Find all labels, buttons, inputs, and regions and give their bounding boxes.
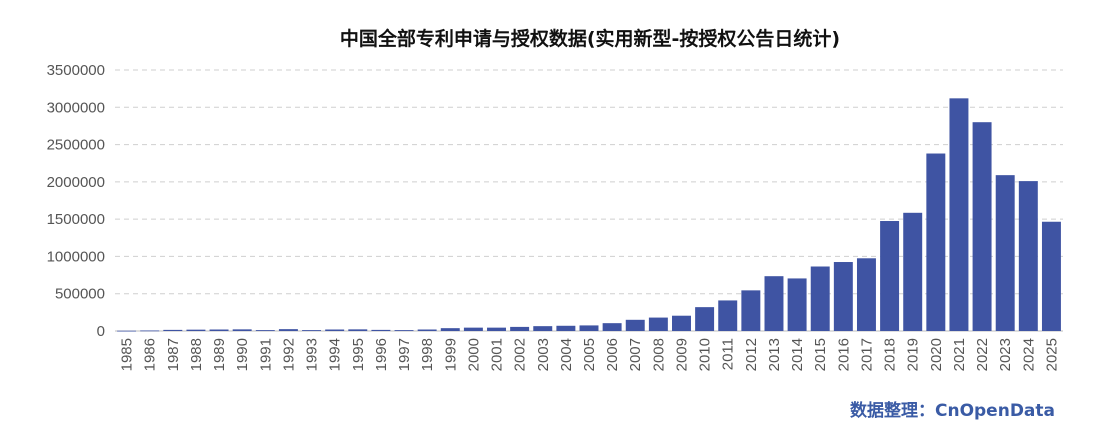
bar-2005 xyxy=(579,325,599,331)
bar-1998 xyxy=(417,329,437,331)
bar-2011 xyxy=(718,300,738,331)
bar-1989 xyxy=(209,329,229,331)
data-credit: 数据整理：CnOpenData xyxy=(850,400,1055,421)
y-tick-label: 500000 xyxy=(55,286,105,303)
bar-2003 xyxy=(533,326,553,331)
bar-1990 xyxy=(232,329,252,331)
x-tick-label: 1995 xyxy=(350,338,367,371)
x-tick-label: 2013 xyxy=(766,338,783,371)
chart-title: 中国全部专利申请与授权数据(实用新型-按授权公告日统计) xyxy=(340,27,840,50)
x-tick-label: 2022 xyxy=(974,338,991,371)
bar-1985 xyxy=(117,330,137,332)
bar-2019 xyxy=(903,212,923,331)
bar-1991 xyxy=(255,330,275,331)
bar-2024 xyxy=(1018,181,1038,331)
x-tick-label: 1990 xyxy=(234,338,251,371)
x-tick-label: 2011 xyxy=(720,338,737,370)
bar-2000 xyxy=(463,327,483,331)
bar-2025 xyxy=(1041,221,1061,331)
x-tick-label: 2018 xyxy=(882,338,899,371)
x-tick-label: 1985 xyxy=(119,338,136,371)
x-tick-label: 2008 xyxy=(650,338,667,371)
x-tick-label: 1996 xyxy=(373,338,390,371)
bar-2023 xyxy=(995,175,1015,331)
x-tick-label: 1999 xyxy=(442,338,459,371)
x-tick-label: 1988 xyxy=(188,338,205,371)
bar-2009 xyxy=(672,315,691,331)
bar-1994 xyxy=(325,329,345,331)
bar-1987 xyxy=(163,329,183,331)
bar-2001 xyxy=(487,327,506,331)
x-tick-label: 1997 xyxy=(396,338,413,371)
x-axis: 1985 1986 1987 1988 1989 1990 1991 1992 1993 1994… xyxy=(119,338,1061,371)
y-tick-label: 1000000 xyxy=(47,248,105,265)
bar-2002 xyxy=(510,326,530,331)
bar-1999 xyxy=(440,328,460,331)
bar-2020 xyxy=(926,153,946,331)
x-tick-label: 1992 xyxy=(280,338,297,371)
bar-2007 xyxy=(625,319,645,331)
bar-1992 xyxy=(278,329,298,331)
x-tick-label: 2025 xyxy=(1043,338,1060,371)
x-tick-label: 1986 xyxy=(142,338,159,371)
bar-2014 xyxy=(787,278,807,331)
bar-1995 xyxy=(348,329,368,331)
y-tick-label: 2000000 xyxy=(47,174,105,191)
x-tick-label: 2001 xyxy=(489,338,506,371)
y-axis: 0 500000 1000000 1500000 2000000 2500000 30000… xyxy=(47,62,105,340)
x-tick-label: 2016 xyxy=(835,338,852,371)
x-tick-label: 2014 xyxy=(789,338,806,371)
y-tick-label: 3500000 xyxy=(47,62,105,79)
x-tick-label: 2003 xyxy=(535,338,552,371)
bar-2013 xyxy=(764,276,784,331)
x-tick-label: 2002 xyxy=(512,338,529,371)
bar-2008 xyxy=(648,317,668,331)
bar-2016 xyxy=(833,262,853,331)
bar-2017 xyxy=(856,258,876,331)
bar-2004 xyxy=(556,325,576,331)
x-tick-label: 2009 xyxy=(673,338,690,371)
x-tick-label: 2007 xyxy=(627,338,644,371)
x-tick-label: 1994 xyxy=(327,338,344,371)
bar-2006 xyxy=(602,323,622,331)
x-tick-label: 2012 xyxy=(743,338,760,371)
y-tick-label: 3000000 xyxy=(47,99,105,116)
x-tick-label: 2010 xyxy=(697,338,714,371)
bar-1988 xyxy=(186,329,206,331)
x-tick-label: 2015 xyxy=(812,338,829,371)
x-tick-label: 1993 xyxy=(304,338,321,371)
bar-1997 xyxy=(394,330,414,331)
bar-2018 xyxy=(880,221,900,331)
bar-1993 xyxy=(302,330,322,331)
x-tick-label: 2020 xyxy=(928,338,945,371)
x-tick-label: 1989 xyxy=(211,338,228,371)
y-tick-label: 1500000 xyxy=(47,211,105,228)
x-tick-label: 2005 xyxy=(581,338,598,371)
bar-2022 xyxy=(972,122,992,331)
y-tick-label: 2500000 xyxy=(47,137,105,154)
x-tick-label: 2006 xyxy=(604,338,621,371)
bar-2021 xyxy=(949,98,969,331)
bar-2015 xyxy=(810,266,830,331)
x-tick-label: 1987 xyxy=(165,338,182,371)
bar-2012 xyxy=(741,290,761,331)
x-tick-label: 2000 xyxy=(465,338,482,371)
bars xyxy=(117,98,1061,332)
bar-2010 xyxy=(695,307,715,331)
y-tick-label: 0 xyxy=(97,323,105,340)
bar-1996 xyxy=(371,329,391,331)
x-tick-label: 1991 xyxy=(257,338,274,371)
x-tick-label: 2017 xyxy=(858,338,875,371)
x-tick-label: 2004 xyxy=(558,338,575,371)
x-tick-label: 2023 xyxy=(997,338,1014,371)
x-tick-label: 1998 xyxy=(419,338,436,371)
x-tick-label: 2021 xyxy=(951,338,968,371)
bar-1986 xyxy=(140,330,160,332)
x-tick-label: 2024 xyxy=(1020,338,1037,371)
x-tick-label: 2019 xyxy=(905,338,922,371)
